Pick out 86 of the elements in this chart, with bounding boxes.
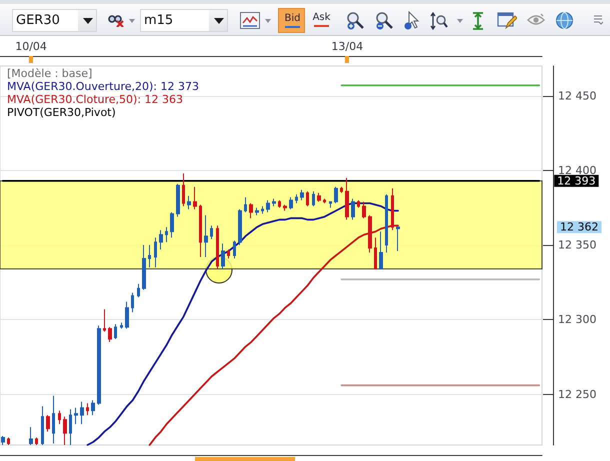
candlestick	[69, 408, 72, 446]
candlestick	[334, 186, 338, 204]
candlestick	[125, 301, 129, 330]
candlestick	[210, 225, 213, 240]
y-tick-label: 12 350	[558, 238, 596, 252]
button: Ask	[308, 8, 335, 33]
candlestick	[29, 426, 33, 446]
text: 12 362	[560, 220, 598, 234]
y-tick-label: 12 450	[558, 89, 596, 102]
candlestick	[41, 406, 44, 446]
candlestick	[278, 200, 281, 208]
candlestick	[142, 244, 146, 290]
candlestick	[74, 407, 78, 425]
candlestick	[7, 437, 10, 446]
candlestick	[176, 183, 180, 218]
candlestick	[221, 243, 225, 270]
candlestick	[249, 202, 253, 219]
candlestick	[187, 195, 191, 210]
candlestick	[323, 198, 326, 204]
candlestick	[255, 207, 259, 216]
candlestick	[204, 214, 208, 258]
candlestick	[159, 230, 163, 250]
candlestick	[1, 436, 5, 446]
candlestick	[385, 194, 388, 254]
candlestick	[131, 292, 134, 313]
candlestick	[306, 190, 309, 207]
candlestick	[379, 231, 383, 270]
candlestick	[63, 416, 67, 446]
candlestick	[137, 283, 140, 298]
candlestick	[199, 204, 202, 258]
candlestick	[357, 200, 360, 208]
candlestick	[148, 244, 151, 268]
candlestick	[312, 190, 315, 207]
candlestick	[295, 194, 298, 204]
x-tick-label: 13/04	[331, 40, 364, 53]
candlestick	[108, 326, 112, 343]
candlestick	[362, 201, 366, 219]
candlestick	[86, 402, 89, 416]
candlestick	[317, 192, 321, 202]
button: Bid	[278, 8, 305, 33]
candlestick	[396, 225, 400, 252]
candlestick	[374, 237, 377, 270]
candlestick	[329, 201, 332, 208]
y-tick-label: 12 400	[558, 164, 596, 177]
candlestick	[340, 186, 343, 194]
candlestick	[266, 200, 270, 213]
dropdown: GER30	[12, 9, 97, 32]
candlestick	[345, 177, 349, 220]
text: PIVOT(GER30,Pivot)	[7, 106, 116, 119]
candlestick	[58, 410, 61, 425]
candlestick	[233, 240, 236, 259]
candlestick	[227, 249, 230, 259]
candlestick	[216, 225, 219, 270]
candlestick	[272, 198, 276, 207]
candlestick	[261, 206, 264, 214]
chart-subtitle: m15	[144, 13, 174, 28]
candlestick	[182, 172, 185, 207]
candlestick	[114, 324, 117, 340]
candlestick	[170, 212, 174, 238]
y-tick-label: 12 300	[558, 313, 596, 326]
candlestick	[35, 437, 38, 446]
candlestick	[46, 414, 50, 432]
annotation: [Modèle : base]	[7, 67, 92, 80]
candlestick	[80, 401, 84, 425]
line-series	[86, 202, 399, 446]
candlestick	[244, 196, 247, 213]
chart-title: GER30	[16, 13, 60, 28]
data-label: 12 393	[557, 174, 596, 188]
candlestick	[120, 322, 123, 330]
text: MVA(GER30.Cloture,50): 12 363	[7, 93, 184, 106]
candlestick	[238, 208, 242, 246]
candlestick	[283, 204, 287, 212]
candlestick	[193, 186, 197, 210]
candlestick	[289, 196, 293, 210]
candlestick	[91, 400, 95, 416]
y-tick-label: 12 250	[558, 388, 596, 401]
candlestick	[351, 198, 355, 220]
candlestick	[97, 325, 101, 406]
dropdown: m15	[140, 9, 228, 32]
text: MVA(GER30.Ouverture,20): 12 373	[7, 80, 199, 93]
candlestick	[300, 189, 304, 201]
candlestick	[154, 237, 157, 268]
candlestick	[103, 308, 106, 332]
candlestick	[52, 395, 55, 444]
candlestick	[165, 226, 168, 243]
x-tick-label: 10/04	[15, 40, 47, 53]
